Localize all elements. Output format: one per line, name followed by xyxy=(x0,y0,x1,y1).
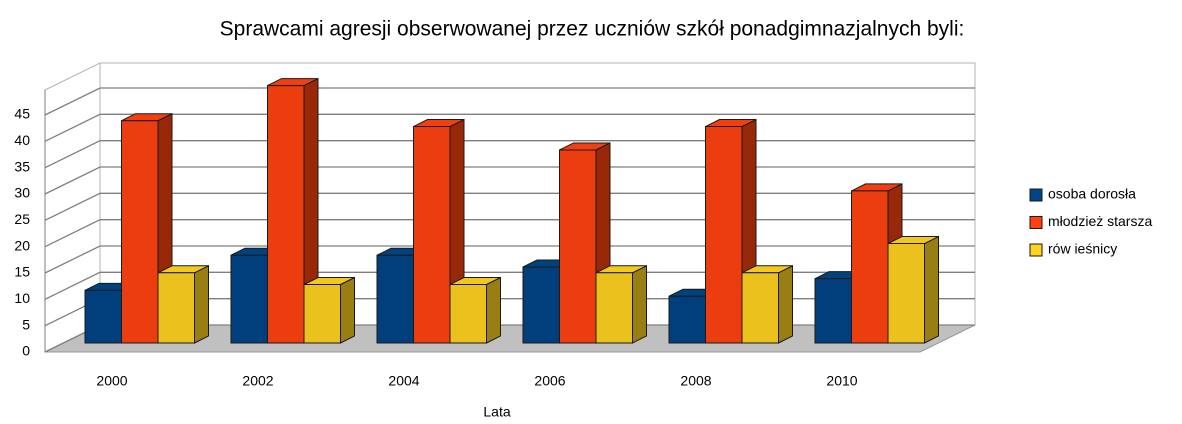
grid-line xyxy=(44,219,975,248)
x-tick-label: 2002 xyxy=(242,373,273,389)
y-tick-label: 30 xyxy=(14,185,30,201)
y-tick-label: 0 xyxy=(22,343,30,359)
legend-label: rów ieśnicy xyxy=(1048,241,1117,257)
bar xyxy=(741,264,793,344)
x-tick-label: 2000 xyxy=(96,373,127,389)
chart-title: Sprawcami agresji obserwowanej przez ucz… xyxy=(220,18,965,41)
bar-front xyxy=(376,254,414,344)
bar-front xyxy=(303,284,341,344)
bar-front xyxy=(705,126,743,344)
bar-front xyxy=(522,266,560,344)
x-tick-label: 2008 xyxy=(680,373,711,389)
x-tick-label: 2004 xyxy=(388,373,419,389)
bar-side xyxy=(486,276,501,344)
bar-front xyxy=(230,254,268,344)
legend-swatch xyxy=(1029,188,1043,202)
bar-front xyxy=(449,284,487,344)
x-tick-label: 2006 xyxy=(534,373,565,389)
y-tick-label: 15 xyxy=(14,264,30,280)
y-tick-label: 25 xyxy=(14,211,30,227)
y-tick-label: 10 xyxy=(14,290,30,306)
bar-front xyxy=(157,272,195,344)
bar xyxy=(267,77,319,344)
x-tick-label: 2010 xyxy=(826,373,857,389)
bar-front xyxy=(84,289,122,344)
bar-front xyxy=(267,85,305,344)
bar-front xyxy=(121,120,159,344)
legend-swatch xyxy=(1029,243,1043,257)
grid-line xyxy=(44,245,975,274)
bar xyxy=(449,276,501,344)
y-tick-label: 45 xyxy=(14,106,30,122)
grid-line xyxy=(44,192,975,221)
grid-line xyxy=(44,113,975,142)
grid-line xyxy=(44,271,975,300)
bar xyxy=(595,264,647,344)
legend-label: osoba dorosła xyxy=(1048,186,1136,202)
legend-swatch xyxy=(1029,216,1043,229)
y-tick-label: 35 xyxy=(14,158,30,174)
bar-side xyxy=(924,235,939,344)
bar-front xyxy=(814,278,852,344)
bar-front xyxy=(413,126,451,344)
bar xyxy=(887,235,939,344)
grid-line xyxy=(44,87,975,116)
bar-front xyxy=(741,272,779,344)
bar-front xyxy=(851,190,889,344)
x-axis-label: Lata xyxy=(483,404,510,420)
y-tick-label: 5 xyxy=(22,316,30,332)
bar-front xyxy=(559,149,597,344)
bar-front xyxy=(595,272,633,344)
bar xyxy=(157,264,209,344)
bar-side xyxy=(778,264,793,344)
y-tick-label: 40 xyxy=(14,132,30,148)
bar-side xyxy=(194,264,209,344)
y-tick-label: 20 xyxy=(14,237,30,253)
bar-side xyxy=(632,264,647,344)
bar-front xyxy=(668,295,706,344)
grid-line xyxy=(44,166,975,195)
legend-label: młodzież starsza xyxy=(1048,213,1152,229)
grid-line xyxy=(44,140,975,169)
bar-front xyxy=(887,243,925,344)
bar xyxy=(303,276,355,344)
bar-side xyxy=(340,276,355,344)
